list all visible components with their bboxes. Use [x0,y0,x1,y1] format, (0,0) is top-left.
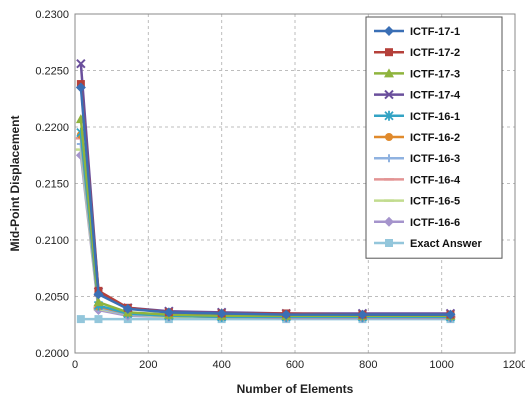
legend-label: ICTF-16-2 [410,132,460,144]
data-point [76,59,86,69]
x-axis-title: Number of Elements [237,382,354,396]
y-axis-title: Mid-Point Displacement [8,115,22,251]
y-tick-label: 0.2300 [35,9,69,21]
plot-area-frame [74,13,516,354]
data-point [75,82,86,93]
data-point [93,289,104,300]
x-tick-label: 200 [139,359,157,371]
y-tick-label: 0.2000 [35,348,69,360]
legend-marker [384,216,394,227]
legend-label: ICTF-16-6 [410,217,460,229]
x-tick-label: 600 [286,359,304,371]
legend-item: ICTF-16-1 [374,110,460,123]
legend-label: ICTF-17-1 [410,26,460,38]
x-tick-label: 0 [72,359,78,371]
x-tick-label: 1200 [503,359,525,371]
legend-marker [385,239,393,247]
legend-label: ICTF-17-4 [410,90,461,102]
data-point [76,315,85,324]
series-line [79,87,451,316]
legend-item: ICTF-16-2 [374,132,460,144]
y-tick-label: 0.2050 [35,292,69,304]
data-point [93,297,104,307]
legend-marker [384,89,394,100]
legend-label: ICTF-16-5 [410,196,460,208]
x-tick-label: 400 [212,359,230,371]
legend-item: ICTF-16-5 [374,196,460,208]
legend-item: ICTF-17-4 [374,90,461,102]
legend-label: ICTF-16-4 [410,174,461,186]
legend-label: ICTF-17-2 [410,47,460,59]
legend-item: ICTF-16-6 [374,216,460,229]
x-tick-label: 800 [359,359,377,371]
legend-item: ICTF-17-2 [374,47,460,59]
legend-marker [385,133,393,141]
data-point [122,303,133,314]
legend-item: ICTF-16-4 [374,174,461,186]
legend-item: ICTF-16-3 [374,153,460,165]
data-point [357,309,368,320]
legend-label: ICTF-16-3 [410,153,460,165]
legend-marker [385,154,393,163]
axis-ticks: 0 200 400 600 800 1000 1200 0.2000 0.2050 0.2100 0… [35,9,525,371]
legend-item: ICTF-17-1 [374,26,460,38]
legend-marker [385,48,393,57]
legend-label: ICTF-17-3 [410,68,460,80]
legend-marker [384,26,394,36]
series-ictf-17-1 [75,82,456,320]
legend: ICTF-17-1 ICTF-17-2 ICTF-17-3 ICTF-17-4 ICTF… [365,16,503,259]
data-point [445,309,456,320]
legend-label: ICTF-16-1 [410,111,460,123]
legend-item: Exact Answer [374,238,482,250]
x-tick-label: 1000 [429,359,453,371]
legend-marker [384,68,394,78]
y-tick-label: 0.2100 [35,235,69,247]
legend-label: Exact Answer [410,238,482,250]
y-tick-label: 0.2150 [35,179,69,191]
legend-item: ICTF-17-3 [374,68,460,80]
legend-marker [384,110,394,121]
data-point [163,307,174,318]
y-tick-label: 0.2250 [35,66,69,78]
data-point [216,308,227,319]
data-point [281,309,292,320]
data-point [94,315,103,324]
y-tick-label: 0.2200 [35,122,69,134]
series-layer [75,59,456,324]
